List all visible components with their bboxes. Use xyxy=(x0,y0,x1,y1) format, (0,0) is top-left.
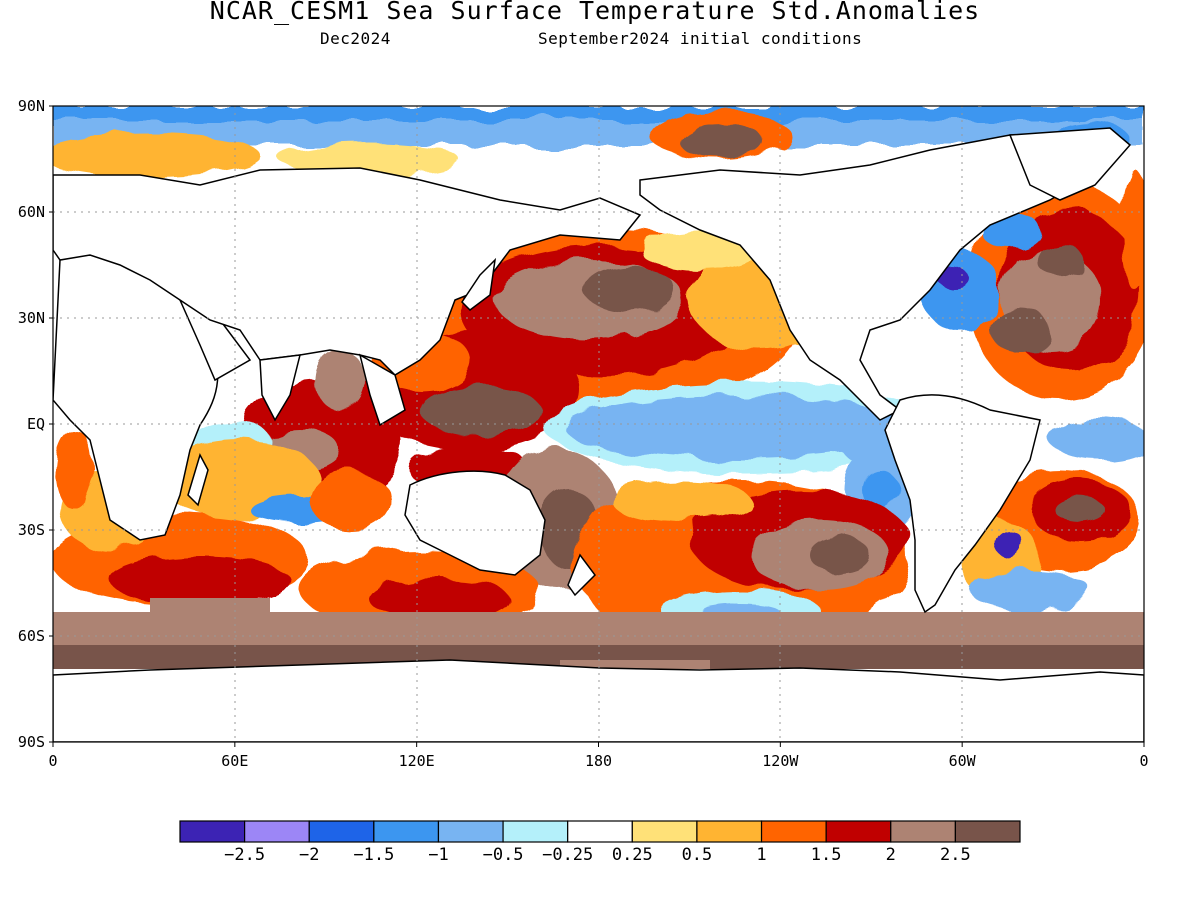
lon-label: 0 xyxy=(1139,752,1148,770)
colorbar-label: 0.25 xyxy=(612,845,653,865)
colorbar-label: 2.5 xyxy=(940,845,971,865)
lat-label: 60N xyxy=(18,203,45,221)
graticule xyxy=(53,106,1144,742)
colorbar-label: −1.5 xyxy=(353,845,394,865)
colorbar-swatch xyxy=(825,820,892,843)
colorbar-swatch xyxy=(308,820,375,843)
lon-label: 60E xyxy=(221,752,248,770)
colorbar-swatch xyxy=(760,820,827,843)
colorbar-swatch xyxy=(696,820,763,843)
colorbar-label: −1 xyxy=(428,845,448,865)
latitude-axis: 90N 60N 30N EQ 30S 60S 90S xyxy=(18,97,53,751)
land-masses xyxy=(53,127,1144,742)
lon-label: 120E xyxy=(399,752,435,770)
chart-title: NCAR_CESM1 Sea Surface Temperature Std.A… xyxy=(209,0,981,25)
forecast-month: Dec2024 xyxy=(320,29,391,48)
longitude-axis: 0 60E 120E 180 120W 60W 0 xyxy=(48,742,1149,770)
lon-label: 60W xyxy=(949,752,977,770)
colorbar-label: 1 xyxy=(756,845,766,865)
lat-label: 60S xyxy=(18,627,45,645)
colorbar-label: −2 xyxy=(299,845,319,865)
colorbar-swatch xyxy=(954,820,1021,843)
lat-label: 90N xyxy=(18,97,45,115)
colorbar-swatch xyxy=(631,820,698,843)
lat-label: 30S xyxy=(18,521,45,539)
colorbar-swatch xyxy=(567,820,633,843)
colorbar-swatch xyxy=(890,820,956,843)
colorbar-swatch xyxy=(244,820,310,843)
colorbar-swatch xyxy=(437,820,504,843)
lon-label: 0 xyxy=(48,752,57,770)
colorbar-swatch xyxy=(373,820,440,843)
colorbar-label: −2.5 xyxy=(224,845,265,865)
initial-conditions: September2024 initial conditions xyxy=(538,29,863,48)
lat-label: EQ xyxy=(27,415,45,433)
colorbar-label: 0.5 xyxy=(682,845,713,865)
colorbar-label: −0.5 xyxy=(483,845,524,865)
colorbar-label: 2 xyxy=(886,845,896,865)
colorbar-swatch xyxy=(179,820,246,843)
colorbar: −2.5 −2 −1.5 −1 −0.5 −0.25 0.25 0.5 1 1.5 2 2.5 xyxy=(179,820,1021,865)
lon-label: 120W xyxy=(762,752,799,770)
colorbar-label: 1.5 xyxy=(811,845,842,865)
colorbar-label: −0.25 xyxy=(542,845,593,865)
lat-label: 90S xyxy=(18,733,45,751)
lon-label: 180 xyxy=(585,752,612,770)
colorbar-swatch xyxy=(502,820,569,843)
lat-label: 30N xyxy=(18,309,45,327)
